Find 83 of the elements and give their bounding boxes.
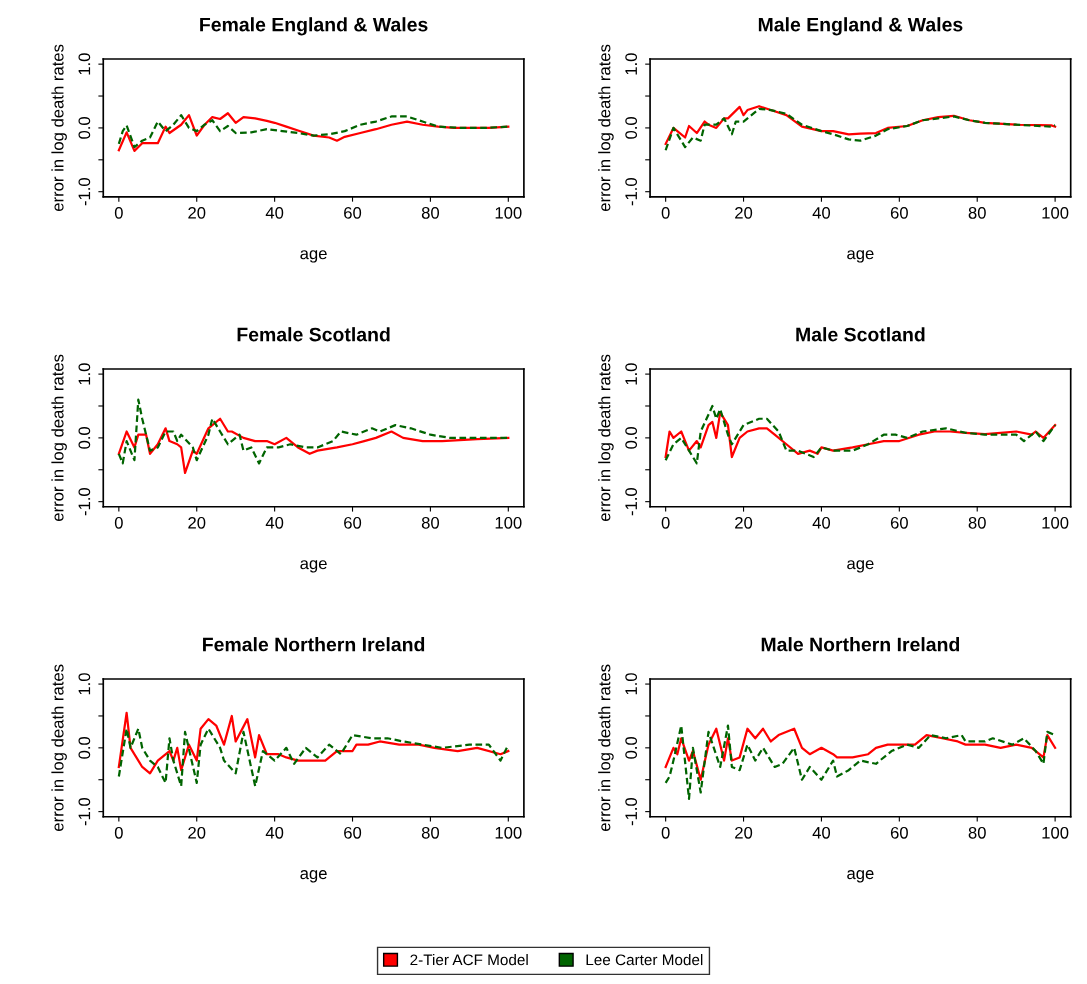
x-tick-label: 20 (735, 206, 753, 219)
x-tick-label: 80 (968, 206, 986, 219)
x-tick-label: 60 (890, 516, 908, 529)
x-tick-label: 40 (812, 516, 831, 529)
y-axis-title: error in log death rates (598, 354, 614, 522)
x-tick-label: 80 (968, 516, 986, 529)
x-tick-label: 0 (114, 516, 123, 529)
x-tick-label: 80 (421, 516, 440, 529)
y-axis-title: error in log death rates (51, 664, 67, 831)
line-series (117, 711, 510, 775)
line-series (664, 404, 1057, 465)
y-tick-label: -1.0 (625, 487, 638, 516)
x-tick-label: 20 (735, 516, 753, 529)
y-tick-label: 1.0 (625, 363, 638, 385)
y-tick-label: -1.0 (78, 177, 91, 206)
y-tick-label: 0.0 (625, 736, 638, 759)
line-series (664, 727, 1057, 781)
chart-title: Male England & Wales (758, 17, 963, 36)
x-tick-label: 40 (265, 206, 284, 219)
x-tick-label: 80 (421, 826, 440, 839)
x-axis-title: age (847, 870, 874, 883)
x-tick-label: 80 (968, 826, 986, 839)
x-tick-label: 40 (812, 206, 831, 219)
y-tick-label: 0.0 (625, 426, 638, 449)
y-tick-label: 1.0 (625, 673, 638, 695)
x-axis-title: age (847, 250, 874, 263)
x-tick-label: 40 (265, 516, 284, 529)
y-tick-label: 1.0 (78, 363, 91, 385)
y-axis-title: error in log death rates (598, 44, 614, 212)
x-tick-label: 60 (344, 516, 362, 529)
x-tick-label: 40 (265, 826, 284, 839)
x-tick-label: 0 (661, 826, 670, 839)
x-tick-label: 60 (890, 206, 908, 219)
x-tick-label: 0 (661, 516, 670, 529)
legend-label: Lee Carter Model (586, 954, 703, 966)
x-tick-label: 60 (890, 826, 908, 839)
x-axis-title: age (300, 560, 327, 573)
chart-title: Male Scotland (796, 327, 925, 342)
x-tick-label: 0 (114, 826, 123, 839)
chart-title: Male Northern Ireland (761, 637, 960, 652)
x-tick-label: 100 (1042, 206, 1069, 219)
x-tick-label: 0 (114, 206, 123, 219)
y-tick-label: 1.0 (625, 53, 638, 75)
chart-title: Female Scotland (237, 327, 390, 342)
x-axis-title: age (300, 250, 327, 263)
x-tick-label: 80 (421, 206, 440, 219)
y-tick-label: 0.0 (78, 426, 91, 449)
x-tick-label: 20 (188, 206, 206, 219)
y-tick-label: -1.0 (625, 177, 638, 206)
line-series (117, 727, 510, 788)
x-tick-label: 20 (735, 826, 753, 839)
chart-title: Female England & Wales (200, 17, 428, 36)
x-tick-label: 100 (1042, 516, 1069, 529)
x-tick-label: 100 (495, 826, 522, 839)
y-axis-title: error in log death rates (51, 354, 67, 522)
x-axis-title: age (847, 560, 874, 573)
x-tick-label: 20 (188, 516, 206, 529)
y-tick-label: 1.0 (78, 53, 91, 75)
x-tick-label: 40 (812, 826, 831, 839)
x-tick-label: 60 (344, 826, 362, 839)
y-tick-label: 1.0 (78, 673, 91, 695)
x-tick-label: 100 (1042, 826, 1069, 839)
line-series (664, 107, 1057, 152)
x-axis-title: age (300, 870, 327, 883)
legend-label: 2-Tier ACF Model (410, 954, 528, 966)
x-tick-label: 60 (344, 206, 362, 219)
y-axis-title: error in log death rates (51, 44, 67, 212)
chart-title: Female Northern Ireland (203, 637, 425, 652)
y-tick-label: 0.0 (78, 116, 91, 139)
x-tick-label: 100 (495, 516, 522, 529)
y-tick-label: -1.0 (625, 797, 638, 826)
x-tick-label: 100 (495, 206, 522, 219)
y-tick-label: 0.0 (78, 736, 91, 759)
line-series (664, 105, 1057, 145)
x-tick-label: 0 (661, 206, 670, 219)
y-axis-title: error in log death rates (598, 664, 614, 831)
line-series (117, 417, 510, 475)
y-tick-label: 0.0 (625, 116, 638, 139)
y-tick-label: -1.0 (78, 797, 91, 826)
y-tick-label: -1.0 (78, 487, 91, 516)
line-series (664, 411, 1057, 459)
x-tick-label: 20 (188, 826, 206, 839)
line-series (117, 398, 510, 465)
